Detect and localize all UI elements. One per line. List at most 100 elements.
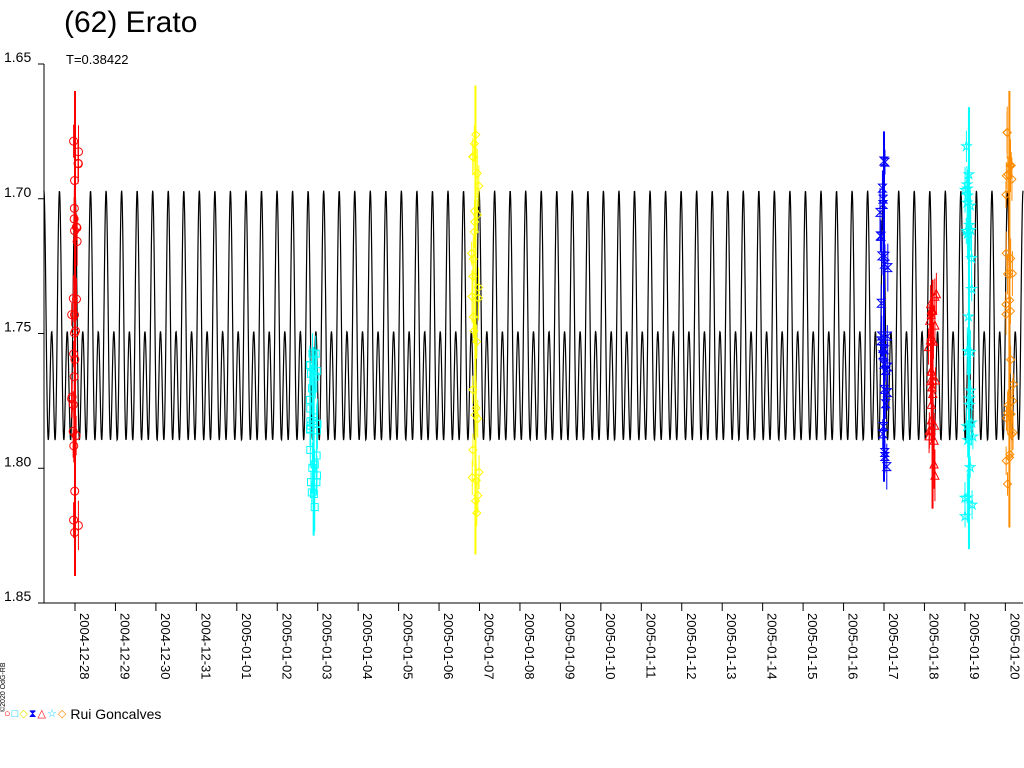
copyright-text: ©2020 OdG-RB xyxy=(0,662,7,712)
series-3-point xyxy=(875,231,887,241)
series-5-point xyxy=(960,195,974,209)
x-tick-label: 2005-01-02 xyxy=(279,613,294,680)
series-5-point xyxy=(965,251,978,264)
series-2-point xyxy=(468,312,479,322)
legend-circle-icon: ○ xyxy=(4,707,11,720)
x-tick-label: 2004-12-31 xyxy=(198,613,213,680)
series-5-point xyxy=(964,383,977,397)
series-5-point xyxy=(960,139,973,152)
legend-star-icon: ☆ xyxy=(46,707,57,720)
series-2-point xyxy=(474,181,484,191)
series-2-point xyxy=(472,508,482,518)
x-tick-label: 2005-01-17 xyxy=(886,613,901,680)
series-4-point xyxy=(926,399,937,409)
series-2-point xyxy=(469,227,479,237)
series-4-point xyxy=(925,334,936,345)
series-2-point xyxy=(470,410,480,420)
series-4-point xyxy=(930,320,940,330)
series-6-point xyxy=(1002,479,1013,489)
series-0-point xyxy=(69,515,79,525)
series-6-point xyxy=(1007,174,1017,184)
x-tick-label: 2005-01-11 xyxy=(643,613,658,679)
x-tick-label: 2005-01-04 xyxy=(360,613,375,680)
series-6-point xyxy=(1008,379,1018,390)
series-2-point xyxy=(473,490,483,501)
series-2-point xyxy=(467,472,478,483)
series-1-point xyxy=(310,503,319,512)
series-6-point xyxy=(1001,456,1011,466)
series-0-point xyxy=(73,520,83,530)
series-0-point xyxy=(68,426,78,436)
chart-subtitle: T=0.38422 xyxy=(66,52,129,67)
series-2-point xyxy=(474,467,484,477)
x-tick-label: 2005-01-05 xyxy=(401,613,416,680)
series-6-point xyxy=(1005,449,1015,460)
series-2-point xyxy=(468,384,478,395)
series-3-point xyxy=(882,388,893,398)
series-5-point xyxy=(966,429,980,442)
legend-triangle-icon: △ xyxy=(37,707,46,720)
series-4-point xyxy=(927,305,938,315)
series-0-point xyxy=(69,349,79,359)
series-2-point xyxy=(471,129,481,140)
x-tick-label: 2005-01-16 xyxy=(846,613,861,680)
y-tick-label: 1.65 xyxy=(4,49,31,65)
series-0-point xyxy=(67,392,77,402)
series-3-point xyxy=(882,362,893,372)
series-2-point xyxy=(472,168,482,179)
series-5-point xyxy=(965,497,979,511)
series-5-point xyxy=(963,391,977,405)
series-2-point xyxy=(469,326,479,336)
series-1-point xyxy=(307,478,316,487)
series-3-point xyxy=(881,462,892,472)
series-6-point xyxy=(1001,190,1011,200)
series-5-point xyxy=(959,224,973,237)
x-tick-label: 2005-01-18 xyxy=(926,613,941,680)
series-5-point xyxy=(958,509,972,522)
series-0-point xyxy=(67,310,77,320)
series-1-point xyxy=(312,471,321,480)
series-0-point xyxy=(70,486,80,496)
y-tick-label: 1.80 xyxy=(4,453,31,469)
series-0-point xyxy=(73,159,83,169)
series-2-point xyxy=(471,403,481,413)
series-3-point xyxy=(882,263,894,273)
x-tick-label: 2005-01-15 xyxy=(805,613,820,680)
series-0-point xyxy=(71,294,81,304)
series-3-point xyxy=(879,251,891,261)
series-5-point xyxy=(961,188,975,201)
series-0-point xyxy=(68,294,78,304)
series-4-point xyxy=(930,470,940,480)
series-3-point xyxy=(879,448,890,458)
series-4-point xyxy=(929,420,940,430)
series-6-point xyxy=(1001,248,1011,258)
series-5-point xyxy=(963,460,977,473)
series-3-point xyxy=(877,350,889,360)
legend-square-icon: □ xyxy=(11,707,19,720)
series-1-point xyxy=(306,361,315,370)
model-curve xyxy=(43,190,1024,442)
series-1-point xyxy=(309,413,318,422)
series-1-point xyxy=(308,384,317,393)
legend-hourglass-icon: ⧗ xyxy=(28,707,37,720)
series-3-point xyxy=(877,183,888,193)
series-6-point xyxy=(1005,354,1016,365)
series-6-point xyxy=(1001,413,1012,423)
x-tick-label: 2005-01-09 xyxy=(562,613,577,680)
legend-diamond-icon: ◇ xyxy=(19,707,28,720)
x-tick-label: 2005-01-08 xyxy=(522,613,537,680)
series-3-point xyxy=(874,207,886,217)
chart-title: (62) Erato xyxy=(64,6,198,39)
legend-observer: Rui Goncalves xyxy=(70,706,162,722)
series-5-point xyxy=(962,167,976,180)
series-0-point xyxy=(70,176,80,186)
series-2-point xyxy=(467,291,477,302)
series-0-point xyxy=(72,236,82,246)
series-0-point xyxy=(69,441,79,451)
series-1-point xyxy=(306,369,315,378)
series-6-point xyxy=(1005,306,1016,316)
series-6-point xyxy=(1002,127,1012,138)
series-6-point xyxy=(1003,400,1013,410)
series-4-point xyxy=(931,288,942,299)
legend-diamond-orange-icon: ◇ xyxy=(57,707,67,720)
